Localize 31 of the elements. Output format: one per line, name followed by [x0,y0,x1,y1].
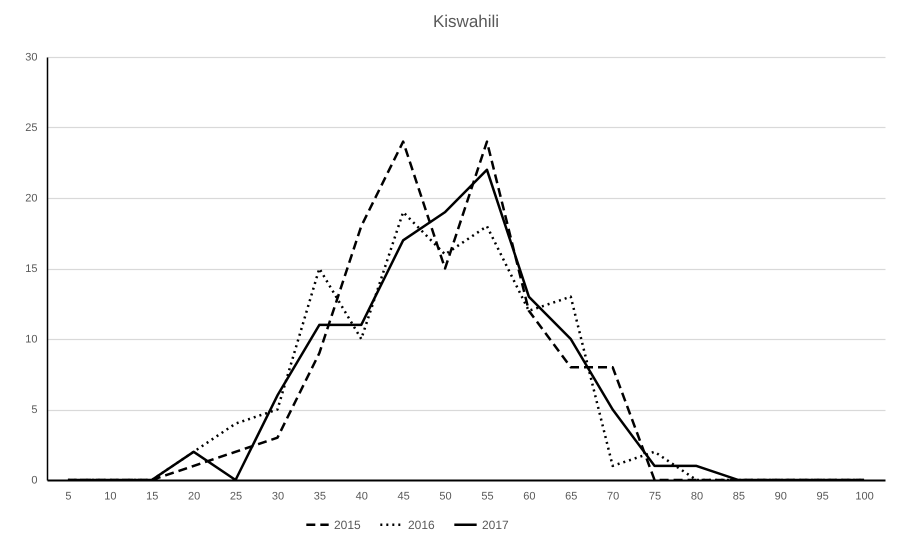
x-tick-label: 65 [565,490,578,502]
y-tick-label: 30 [25,52,38,64]
x-tick-label: 25 [230,490,242,502]
x-tick-label: 10 [104,490,116,502]
x-tick-label: 20 [188,490,200,502]
y-tick-label: 5 [31,404,38,416]
y-tick-label: 20 [25,192,38,204]
y-tick-label: 25 [25,122,38,134]
x-tick-label: 100 [855,490,874,502]
x-tick-label: 50 [439,490,452,502]
x-tick-label: 35 [314,490,326,502]
legend-label: 2016 [408,518,436,532]
x-tick-label: 15 [146,490,158,502]
chart-title: Kiswahili [432,12,500,31]
x-tick-label: 45 [398,490,410,502]
x-tick-label: 95 [816,490,829,502]
y-tick-label: 10 [25,334,38,346]
x-tick-label: 30 [272,490,284,502]
x-tick-label: 60 [523,490,536,502]
legend-label: 2017 [482,518,510,532]
x-tick-label: 70 [607,490,620,502]
x-tick-label: 5 [65,490,72,502]
x-tick-label: 75 [648,490,662,502]
x-tick-label: 55 [481,490,494,502]
legend-label: 2015 [334,518,362,532]
x-tick-label: 85 [732,490,745,502]
x-tick-label: 80 [690,490,704,502]
x-tick-label: 90 [774,490,787,502]
y-tick-label: 15 [25,263,38,275]
x-tick-label: 40 [356,490,368,502]
y-tick-label: 0 [31,474,38,486]
